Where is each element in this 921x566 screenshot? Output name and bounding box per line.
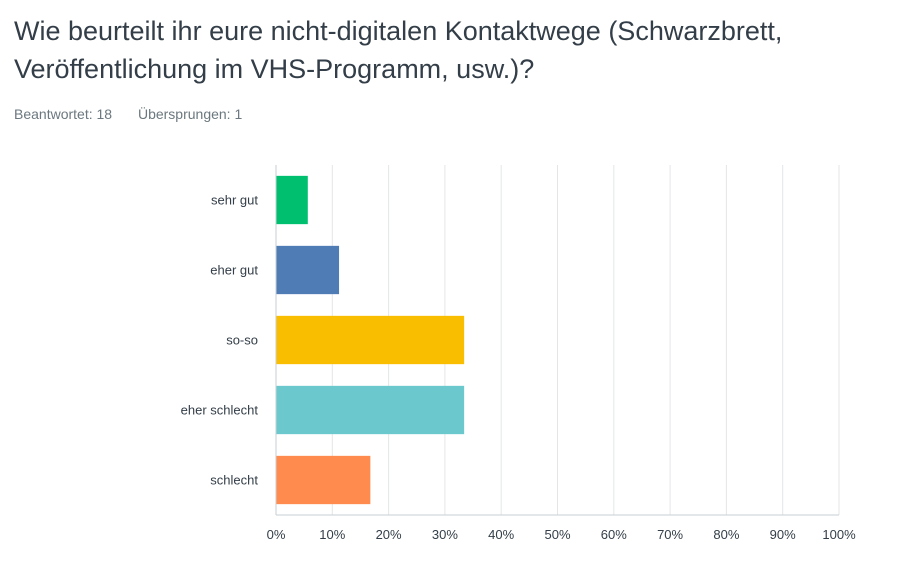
category-label: eher schlecht	[181, 403, 259, 418]
chart-bars	[276, 175, 465, 505]
x-tick-label: 20%	[376, 527, 402, 542]
x-tick-label: 0%	[267, 527, 286, 542]
answered-count: Beantwortet: 18	[14, 106, 113, 122]
category-label: sehr gut	[211, 193, 258, 208]
x-tick-label: 80%	[713, 527, 739, 542]
x-tick-label: 50%	[544, 527, 570, 542]
question-title: Wie beurteilt ihr eure nicht-digitalen K…	[14, 16, 783, 84]
x-tick-label: 60%	[601, 527, 627, 542]
skipped-count: Übersprungen: 1	[137, 106, 243, 122]
bar-eher-gut[interactable]	[276, 245, 340, 295]
bar-eher-schlecht[interactable]	[276, 385, 465, 435]
x-tick-label: 90%	[770, 527, 796, 542]
category-label: schlecht	[210, 473, 258, 488]
x-tick-label: 30%	[432, 527, 458, 542]
category-label: so-so	[226, 333, 258, 348]
x-tick-label: 10%	[319, 527, 345, 542]
x-tick-label: 100%	[822, 527, 856, 542]
bar-so-so[interactable]	[276, 315, 465, 365]
bar-sehr-gut[interactable]	[276, 175, 308, 225]
category-labels: sehr gut eher gut so-so eher schlecht schlec…	[181, 193, 259, 488]
response-stats: Beantwortet: 18 Übersprungen: 1	[14, 106, 264, 122]
x-tick-label: 70%	[657, 527, 683, 542]
x-tick-label: 40%	[488, 527, 514, 542]
bar-schlecht[interactable]	[276, 455, 371, 505]
category-label: eher gut	[210, 263, 258, 278]
x-tick-labels: 0% 10% 20% 30% 40% 50% 60% 70% 80% 90% 100%	[267, 527, 856, 542]
